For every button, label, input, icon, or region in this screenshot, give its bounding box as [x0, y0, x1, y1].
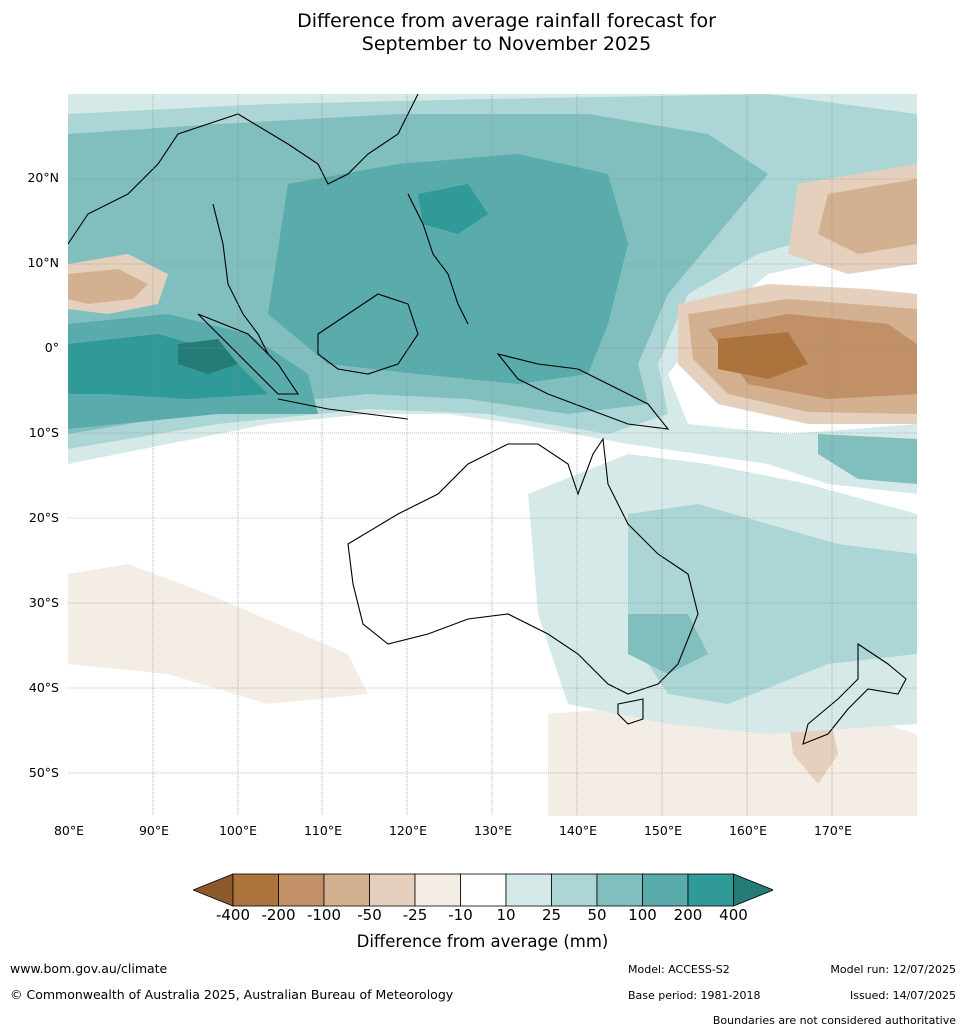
tasmania-coastline [617, 698, 644, 725]
lon-label: 80°E [53, 823, 85, 838]
lon-label: 170°E [813, 823, 852, 838]
lon-label: 150°E [643, 823, 682, 838]
colorbar-bin [323, 873, 370, 907]
colorbar-bin [642, 873, 689, 907]
dry-region-pacific-equatorial-200 [718, 332, 808, 379]
colorbar-tick-label: -50 [357, 906, 382, 924]
footer-disclaimer: Boundaries are not considered authoritat… [712, 1014, 956, 1027]
colorbar-tick-label: -200 [261, 906, 296, 924]
footer-model: Model: ACCESS-S2 [628, 963, 730, 976]
colorbar-extend-low [191, 873, 234, 907]
lat-label: 50°S [28, 765, 59, 780]
lon-label: 130°E [473, 823, 512, 838]
lat-label: 30°S [28, 595, 59, 610]
colorbar [191, 873, 775, 907]
colorbar-extend-high [733, 873, 775, 907]
java-coastline [277, 398, 409, 420]
malay-peninsula-coastline [212, 203, 269, 355]
wet-region-indian-ocean-core [68, 334, 268, 399]
colorbar-tick-label: 200 [673, 906, 703, 924]
footer-url[interactable]: www.bom.gov.au/climate [10, 961, 168, 976]
lon-label: 160°E [728, 823, 767, 838]
footer-copyright: © Commonwealth of Australia 2025, Austra… [10, 987, 454, 1002]
title-line-1: Difference from average rainfall forecas… [297, 10, 716, 32]
colorbar-tick-label: -100 [306, 906, 342, 924]
australia-coastline [347, 437, 699, 695]
lon-label: 140°E [558, 823, 597, 838]
colorbar-tick-label: 50 [587, 906, 607, 924]
colorbar-tick-label: 25 [541, 906, 562, 924]
colorbar-bin [596, 873, 643, 907]
footer-base-period: Base period: 1981-2018 [628, 989, 761, 1002]
lat-label: 20°S [28, 510, 59, 525]
colorbar-tick-label: -400 [215, 906, 251, 924]
dry-region-southern-indian-ocean [68, 564, 368, 704]
colorbar-tick-label: 10 [496, 906, 516, 924]
colorbar-bin [278, 873, 325, 907]
colorbar-bin [505, 873, 552, 907]
graticule [68, 94, 917, 816]
colorbar-title: Difference from average (mm) [356, 932, 609, 951]
wet-region-eastern-australia-100 [628, 614, 708, 674]
lon-label: 100°E [218, 823, 257, 838]
title-line-2: September to November 2025 [361, 33, 652, 55]
map-canvas [68, 94, 917, 816]
colorbar-bin [232, 873, 279, 907]
dry-region-bay-of-bengal-core [68, 269, 148, 304]
colorbar-tick-label: 100 [628, 906, 657, 924]
colorbar-tick-label: -10 [448, 906, 473, 924]
lon-label: 90°E [138, 823, 170, 838]
footer-issued: Issued: 14/07/2025 [849, 989, 956, 1002]
colorbar-bin [687, 873, 734, 907]
lat-label: 40°S [28, 680, 59, 695]
colorbar-bin [551, 873, 598, 907]
footer-model-run: Model run: 12/07/2025 [830, 963, 956, 976]
new-guinea-coastline [496, 353, 670, 430]
colorbar-svg [191, 873, 775, 907]
new-zealand-coastline [802, 642, 907, 745]
wet-region-south-china-sea [418, 184, 488, 234]
dry-region-pacific-north-core [818, 179, 917, 254]
colorbar-bin [369, 873, 416, 907]
asia-coastline [68, 94, 419, 245]
colorbar-tick-label: -25 [402, 906, 428, 924]
rainfall-map [68, 94, 917, 816]
colorbar-bin [414, 873, 461, 907]
lon-label: 110°E [303, 823, 342, 838]
lon-label: 120°E [388, 823, 427, 838]
wet-region-coral-sea [818, 434, 917, 484]
lat-label: 10°N [27, 255, 59, 270]
colorbar-tick-label: 400 [719, 906, 748, 924]
colorbar-bin [460, 873, 507, 907]
sumatra-coastline [197, 313, 300, 395]
borneo-coastline [317, 293, 419, 375]
chart-title: Difference from average rainfall forecas… [0, 10, 965, 56]
lat-label: 10°S [28, 425, 59, 440]
lat-label: 20°N [27, 170, 59, 185]
lat-label: 0° [44, 340, 59, 355]
wet-region-northern-band-200 [268, 154, 628, 384]
